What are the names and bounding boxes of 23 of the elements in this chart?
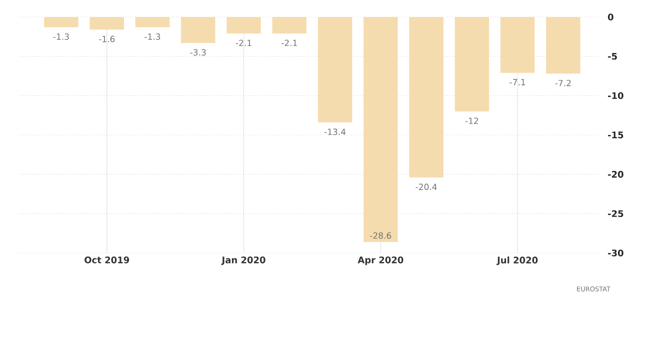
y-tick-label: -25 [608,210,624,218]
data-label: -12 [465,118,478,124]
x-tick-label: Jul 2020 [496,256,538,266]
x-tick-label: Oct 2019 [84,256,130,264]
data-label: -7.2 [555,80,571,86]
data-label: -3.3 [190,49,206,56]
data-label: -2.1 [282,40,297,46]
y-tick-label: -20 [608,170,624,178]
y-tick-label: -15 [608,132,624,138]
x-tick-label: Apr 2020 [358,256,404,266]
data-label: -13.4 [324,128,346,136]
data-label: -2.1 [236,40,252,46]
x-tick-label: Jan 2020 [221,256,266,266]
y-tick-label: 0 [608,14,614,20]
data-label: -1.3 [53,33,69,40]
y-tick-label: -30 [608,250,624,256]
data-label: -1.6 [98,36,115,42]
data-label: -1.3 [144,33,160,40]
y-tick-label: -10 [608,92,624,100]
data-label: -28.6 [370,232,392,239]
y-tick-label: -5 [608,52,617,60]
data-label: -20.4 [416,184,437,190]
data-label: -7.1 [510,79,526,86]
